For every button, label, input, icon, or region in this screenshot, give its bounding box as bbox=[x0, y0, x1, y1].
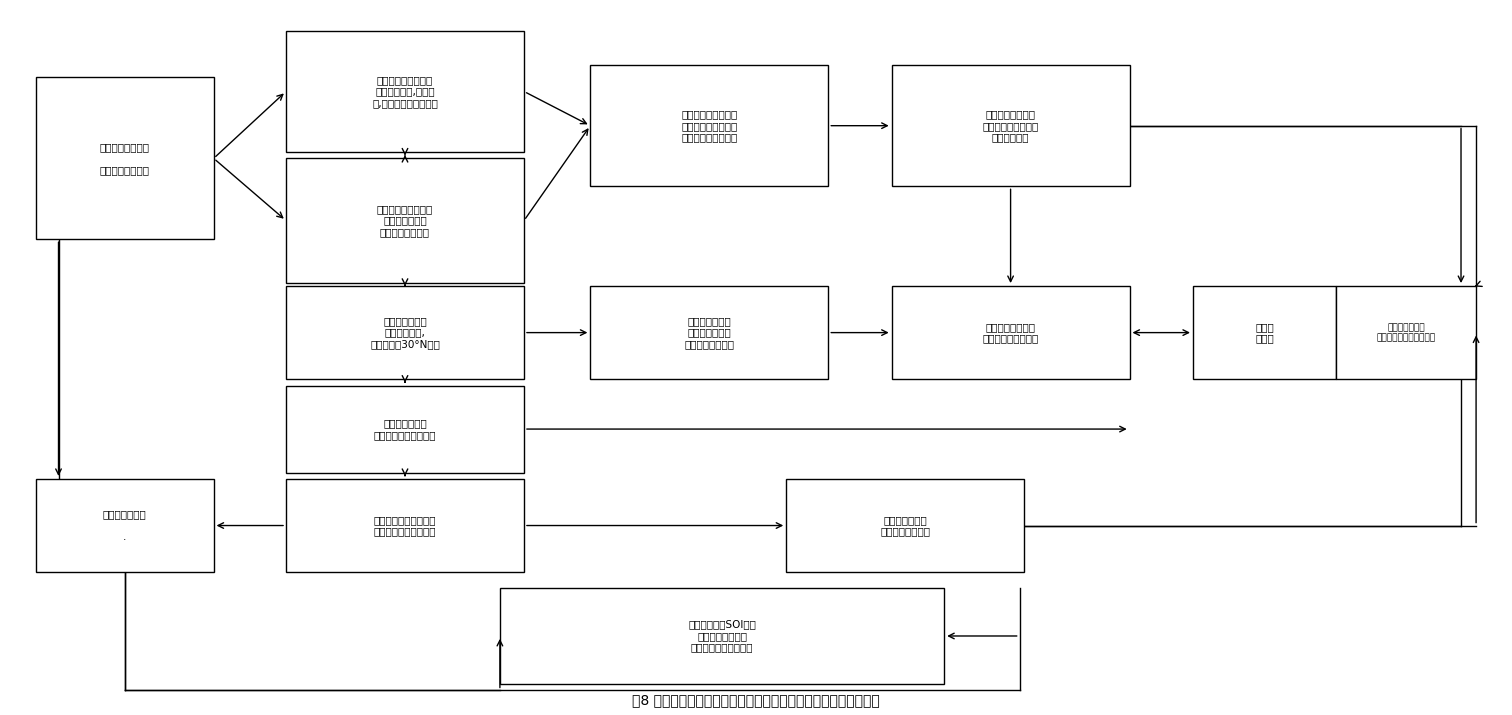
Text: 南半球中纬度西风带
经向环流盛行,槽脊加
深,新西兰沿岸大槽发展: 南半球中纬度西风带 经向环流盛行,槽脊加 深,新西兰沿岸大槽发展 bbox=[372, 75, 438, 108]
Text: 南半球低纬东南信风
减弱赤道缓冲带结构
松散并向北半球推进: 南半球低纬东南信风 减弱赤道缓冲带结构 松散并向北半球推进 bbox=[682, 109, 738, 142]
FancyBboxPatch shape bbox=[36, 479, 213, 572]
FancyBboxPatch shape bbox=[286, 286, 525, 379]
Text: 北半球西太平洋
付高加强西伸,
平均作线在30°N以北: 北半球西太平洋 付高加强西伸, 平均作线在30°N以北 bbox=[370, 316, 440, 349]
Text: 北太平洋遇西风削
弱，锋合带随之西退: 北太平洋遇西风削 弱，锋合带随之西退 bbox=[983, 322, 1039, 343]
FancyBboxPatch shape bbox=[786, 479, 1024, 572]
FancyBboxPatch shape bbox=[590, 286, 829, 379]
FancyBboxPatch shape bbox=[286, 479, 525, 572]
Text: 印度季风雨加大

.: 印度季风雨加大 . bbox=[103, 509, 147, 542]
FancyBboxPatch shape bbox=[286, 385, 525, 473]
FancyBboxPatch shape bbox=[286, 158, 525, 283]
Text: 南方涛动指数SOI降低
赤道冷水异常西伸
北太平洋三支摆弧加宽: 南方涛动指数SOI降低 赤道冷水异常西伸 北太平洋三支摆弧加宽 bbox=[688, 619, 756, 653]
FancyBboxPatch shape bbox=[500, 588, 945, 684]
Text: 印度季风低压加深发展
中南半岛上的副脊消失: 印度季风低压加深发展 中南半岛上的副脊消失 bbox=[373, 515, 437, 536]
Text: 热带信合带北作
锋合加强，热带风暴增多: 热带信合带北作 锋合加强，热带风暴增多 bbox=[1376, 323, 1435, 342]
Text: 低赤道气流的南风
分量加大，南北半球
相互作用明显: 低赤道气流的南风 分量加大，南北半球 相互作用明显 bbox=[983, 109, 1039, 142]
Text: 庞大的亚冷高压减弱
北伸、高压作线
转为东北一西南向: 庞大的亚冷高压减弱 北伸、高压作线 转为东北一西南向 bbox=[376, 204, 432, 237]
FancyBboxPatch shape bbox=[892, 65, 1129, 187]
Text: 圖8 冷高壓從強到弱時熱帶環流所發生的變化及天氣系統間的聯繫: 圖8 冷高壓從強到弱時熱帶環流所發生的變化及天氣系統間的聯繫 bbox=[632, 693, 880, 706]
Text: 热带季
风加强: 热带季 风加强 bbox=[1255, 322, 1273, 343]
Text: 北半球热带地区
东一西向气压梯度加大: 北半球热带地区 东一西向气压梯度加大 bbox=[373, 418, 437, 440]
Text: 北太平洋热带东
风盛行，东一西
向的波克环流发展: 北太平洋热带东 风盛行，东一西 向的波克环流发展 bbox=[685, 316, 735, 349]
Text: 半夏一一东南亚
盛行西南季风气流: 半夏一一东南亚 盛行西南季风气流 bbox=[880, 515, 930, 536]
FancyBboxPatch shape bbox=[286, 31, 525, 152]
FancyBboxPatch shape bbox=[1193, 286, 1337, 379]
FancyBboxPatch shape bbox=[36, 77, 213, 240]
FancyBboxPatch shape bbox=[590, 65, 829, 187]
FancyBboxPatch shape bbox=[1337, 286, 1476, 379]
Text: 广州北部和新西兰

出现暖冬雨量充沛: 广州北部和新西兰 出现暖冬雨量充沛 bbox=[100, 142, 150, 175]
FancyBboxPatch shape bbox=[892, 286, 1129, 379]
